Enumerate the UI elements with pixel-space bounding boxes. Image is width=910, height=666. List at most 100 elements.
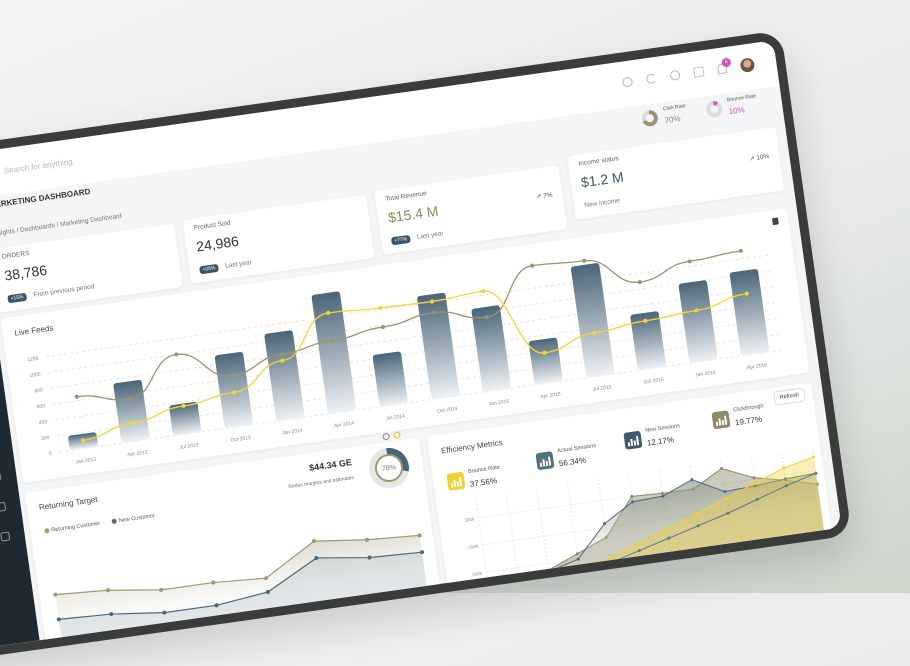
kpi-total-revenue: Total Revenue $15.4 M +77% Last year ↗ 7…	[374, 165, 567, 254]
kpi-sub: Last year	[417, 230, 444, 241]
bar	[311, 291, 356, 414]
y-tick-label: 200K	[468, 544, 479, 550]
kpi-trend: ↗ 7%	[535, 191, 553, 201]
info-icon[interactable]	[393, 431, 401, 439]
data-point	[638, 280, 643, 285]
data-point	[687, 259, 692, 264]
kpi-sub: Last year	[225, 259, 252, 270]
y-tick-label: 600	[36, 403, 45, 410]
x-tick-label: Jul 2015	[592, 384, 612, 393]
edit-icon[interactable]	[0, 531, 10, 541]
data-point	[547, 570, 550, 573]
heart-icon[interactable]	[0, 472, 2, 482]
y-tick-label: 1000	[29, 372, 41, 380]
bounce-rate-label: Bounce Rate	[727, 93, 756, 103]
x-tick-label: Jul 2014	[386, 413, 406, 422]
breadcrumb-insights[interactable]: Insights	[0, 228, 15, 238]
bar	[417, 292, 460, 399]
y-tick-label: 400	[39, 419, 48, 426]
x-tick-label: Apr 2013	[127, 449, 148, 458]
gridline	[568, 483, 582, 586]
kpi-value: 38,786	[3, 262, 48, 284]
bar	[214, 352, 253, 429]
kpi-sub: New income	[584, 197, 620, 209]
kpi-trend: ↗ 10%	[749, 152, 770, 163]
data-point	[518, 588, 521, 591]
bar	[528, 337, 563, 385]
data-point	[481, 289, 486, 294]
x-tick-label: Jan 2015	[488, 399, 509, 408]
x-tick-label: Apr 2015	[540, 391, 561, 400]
click-rate-donut	[641, 109, 659, 127]
click-rate-label: Click Rate	[663, 103, 686, 112]
data-point	[518, 582, 521, 585]
x-tick-label: Jan 2013	[75, 457, 96, 466]
data-point	[519, 589, 522, 592]
x-tick-label: Jan 2014	[282, 428, 303, 437]
y-tick-label: 800	[34, 387, 43, 394]
y-tick-label: 100K	[472, 571, 483, 577]
kpi-label: Total Revenue	[385, 190, 427, 203]
kpi-pill: +15%	[7, 293, 27, 304]
gridline	[537, 488, 551, 591]
breadcrumb-current: Marketing Dashboard	[60, 213, 123, 229]
data-point	[578, 570, 581, 573]
notification-badge: 6	[721, 57, 731, 67]
bounce-rate-donut	[705, 100, 723, 118]
aperture-icon[interactable]	[669, 70, 680, 81]
kpi-trend-value: 10%	[756, 153, 770, 162]
gridline	[506, 492, 520, 595]
bar	[372, 351, 408, 406]
kpi-pill: +77%	[391, 235, 411, 246]
x-tick-label: Oct 2014	[437, 406, 458, 415]
cube-icon[interactable]	[0, 502, 6, 512]
kpi-value: 24,986	[195, 233, 240, 255]
x-tick-label: Apr 2014	[334, 420, 355, 429]
bar	[264, 330, 305, 421]
gridline	[51, 287, 774, 389]
fullscreen-icon[interactable]	[693, 66, 704, 77]
x-tick-label: Jul 2013	[179, 442, 199, 451]
kpi-trend-value: 7%	[543, 192, 553, 200]
kpi-sub: From previous period	[33, 283, 95, 298]
data-point	[530, 263, 535, 268]
bar	[678, 280, 718, 363]
settings-icon[interactable]	[622, 76, 633, 87]
data-point	[578, 568, 581, 571]
breadcrumb-dashboards[interactable]: Dashboards	[20, 222, 56, 234]
y-tick-label: 0	[49, 451, 53, 457]
y-tick-label: 200	[41, 435, 50, 442]
bar	[729, 269, 769, 356]
y-tick-label: 300K	[464, 516, 475, 522]
moon-icon[interactable]	[646, 73, 657, 84]
x-tick-label: Oct 2013	[230, 435, 251, 444]
kpi-pill: +05%	[199, 264, 219, 275]
kpi-label: Income status	[578, 155, 619, 168]
data-point	[608, 561, 611, 564]
bell-icon[interactable]: 6	[717, 63, 727, 74]
x-tick-label: Apr 2016	[747, 362, 768, 371]
data-point	[548, 578, 551, 581]
bar	[571, 263, 615, 378]
bounce-rate-value: 10%	[728, 103, 758, 116]
avatar[interactable]	[739, 57, 755, 73]
data-point	[548, 579, 551, 582]
data-point	[75, 394, 80, 399]
kpi-value: $15.4 M	[387, 203, 439, 226]
click-rate-value: 70%	[664, 113, 688, 125]
kpi-income-status: Income status $1.2 M New income ↗ 10%	[567, 127, 784, 220]
kpi-label: ORDERS	[1, 250, 30, 261]
data-point	[547, 569, 550, 572]
search-input[interactable]: Search for anything	[3, 157, 73, 176]
minus-icon[interactable]	[382, 433, 390, 441]
data-point	[518, 584, 521, 587]
data-point	[582, 259, 587, 264]
bar	[113, 380, 150, 443]
y-tick-label: 1200	[27, 356, 39, 364]
kpi-label: Product Sold	[193, 220, 231, 232]
kpi-value: $1.2 M	[580, 169, 625, 191]
